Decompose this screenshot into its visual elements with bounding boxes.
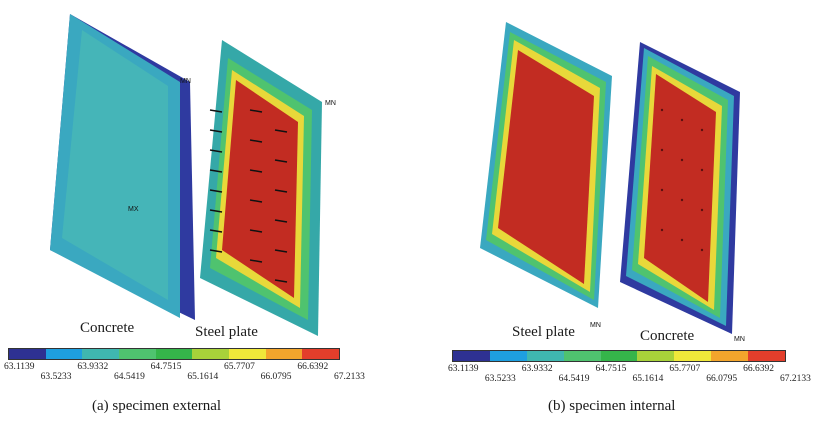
caption: (a) specimen external [92,398,222,414]
concrete-label: Concrete [80,320,135,336]
panel-specimen-external: MN MX MN Concrete Steel plate 63.1139 63.… [4,14,365,414]
steel-plate-red [498,50,594,284]
mx-marker: MX [128,206,139,213]
legend-colorbar [452,350,786,362]
legend-tick-label: 64.7515 [595,364,627,374]
legend-swatch [45,349,83,359]
legend-colorbar [8,348,340,360]
legend-tick-label: 64.5419 [558,374,590,384]
legend-swatch [155,349,193,359]
legend-tick-label: 66.0795 [706,374,738,384]
legend-tick-label: 63.9332 [521,364,553,374]
legend-swatch [600,351,638,361]
concrete-red [644,74,716,302]
fea-render-external [50,14,322,336]
legend-swatch [748,351,786,361]
legend-swatch [265,349,303,359]
legend-swatch [82,349,120,359]
caption: (b) specimen internal [548,398,676,414]
legend-swatch [711,351,749,361]
legend-swatch [674,351,712,361]
steel-plate-label: Steel plate [195,324,258,340]
concrete-label: Concrete [640,328,695,344]
legend-tick-label: 63.1139 [4,362,35,372]
legend-tick-label: 65.7707 [224,362,255,372]
concrete-inner [62,30,168,300]
legend-swatch [526,351,564,361]
legend-tick-label: 64.7515 [150,362,182,372]
legend-swatch [489,351,527,361]
legend-swatch [302,349,340,359]
legend-tick-label: 65.1614 [187,372,219,382]
legend-tick-label: 66.0795 [260,372,292,382]
mn-marker-concrete: MN [734,336,745,343]
steel-plate-label: Steel plate [512,324,575,340]
fea-render-internal [480,22,740,334]
legend-tick-label: 63.5233 [40,372,72,382]
legend-tick-label: 63.9332 [77,362,109,372]
panel-specimen-internal: MN MN Steel plate Concrete 63.1139 63.523… [412,0,824,424]
legend-tick-label: 66.6392 [297,362,329,372]
legend-swatch [563,351,601,361]
legend-swatch [637,351,675,361]
mn-marker-steel: MN [325,100,336,107]
mn-marker: MN [180,78,191,85]
legend-tick-label: 67.2133 [780,374,811,384]
legend-tick-label: 66.6392 [743,364,774,374]
mn-marker: MN [590,322,601,329]
legend-tick-label: 65.1614 [632,374,664,384]
legend-swatch [192,349,230,359]
legend-tick-label: 63.5233 [484,374,516,384]
legend-tick-label: 64.5419 [114,372,145,382]
legend-tick-label: 63.1139 [448,364,479,374]
legend-swatch [119,349,156,359]
stud-dots [660,108,704,252]
steel-plate-red [222,80,298,298]
studs [209,109,288,283]
legend-tick-label: 67.2133 [334,372,365,382]
legend-swatch [453,351,490,361]
legend-swatch [229,349,266,359]
legend-tick-label: 65.7707 [669,364,701,374]
legend-swatch [9,349,46,359]
